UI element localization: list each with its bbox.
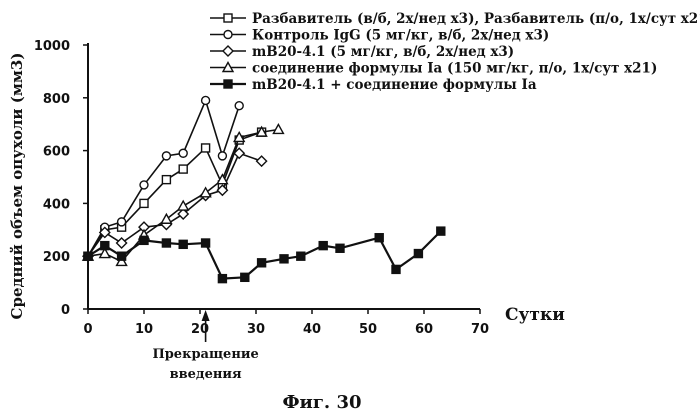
data-point (437, 227, 445, 235)
data-point (280, 255, 288, 263)
y-tick-label: 800 (43, 92, 70, 107)
x-tick-label: 0 (83, 322, 92, 337)
data-point (140, 181, 148, 189)
x-ticks: 010203040506070 (83, 309, 489, 337)
data-point (118, 218, 126, 226)
legend-item-1: Разбавитель (в/б, 2х/нед х3), Разбавител… (210, 11, 700, 27)
data-point (179, 240, 187, 248)
y-tick-label: 0 (61, 303, 70, 318)
data-point (218, 152, 226, 160)
y-tick-label: 200 (43, 250, 70, 265)
legend-item-4: соединение формулы Ia (150 мг/кг, п/о, 1… (210, 61, 657, 77)
data-point (392, 265, 400, 273)
legend-label: mB20-4.1 + соединение формулы Ia (252, 77, 537, 93)
annotation: Прекращение введения (152, 310, 258, 382)
x-tick-label: 30 (247, 322, 265, 337)
data-point (202, 144, 210, 152)
data-point (140, 199, 148, 207)
series-5 (84, 227, 445, 283)
data-point (258, 259, 266, 267)
legend: Разбавитель (в/б, 2х/нед х3), Разбавител… (210, 11, 700, 93)
legend-swatch-marker (224, 14, 232, 22)
data-point (218, 275, 226, 283)
series-1 (84, 128, 266, 260)
data-point (117, 238, 127, 248)
data-point (235, 102, 243, 110)
annotation-line-2: введения (170, 367, 242, 382)
annotation-line-1: Прекращение (152, 347, 258, 362)
data-point (202, 96, 210, 104)
y-axis-label: Средний объем опухоли (мм3) (8, 53, 26, 320)
legend-label: mB20-4.1 (5 мг/кг, в/б, 2х/нед х3) (252, 44, 514, 60)
legend-swatch-marker (224, 31, 232, 39)
data-point (101, 242, 109, 250)
x-tick-label: 70 (471, 322, 489, 337)
data-point (319, 242, 327, 250)
legend-swatch-marker (223, 46, 233, 56)
figure-caption: Фиг. 30 (282, 392, 361, 413)
legend-label: соединение формулы Ia (150 мг/кг, п/о, 1… (252, 61, 657, 77)
legend-item-5: mB20-4.1 + соединение формулы Ia (210, 77, 537, 93)
series-line (88, 153, 262, 256)
y-tick-label: 600 (43, 145, 70, 160)
data-point (273, 124, 283, 133)
legend-label: Разбавитель (в/б, 2х/нед х3), Разбавител… (252, 11, 700, 27)
data-point (178, 201, 188, 210)
data-point (179, 165, 187, 173)
data-point (414, 250, 422, 258)
legend-label: Контроль IgG (5 мг/кг, в/б, 2х/нед х3) (252, 28, 549, 44)
data-point (241, 273, 249, 281)
data-point (162, 239, 170, 247)
data-point (140, 236, 148, 244)
legend-item-3: mB20-4.1 (5 мг/кг, в/б, 2х/нед х3) (210, 44, 514, 60)
y-ticks: 0 200 400 600 800 1000 (34, 39, 88, 318)
data-point (162, 176, 170, 184)
data-point (84, 252, 92, 260)
data-point (162, 152, 170, 160)
data-point (202, 239, 210, 247)
x-axis-label: Сутки (505, 305, 565, 325)
annotation-arrowhead (202, 310, 210, 321)
data-point (179, 149, 187, 157)
data-point (297, 252, 305, 260)
y-tick-label: 1000 (34, 39, 70, 54)
x-tick-label: 10 (135, 322, 153, 337)
series-layer (83, 96, 445, 282)
data-point (336, 244, 344, 252)
x-tick-label: 60 (415, 322, 433, 337)
legend-item-2: Контроль IgG (5 мг/кг, в/б, 2х/нед х3) (210, 28, 549, 44)
data-point (118, 252, 126, 260)
data-point (257, 156, 267, 166)
x-tick-label: 40 (303, 322, 321, 337)
legend-swatch-marker (224, 80, 232, 88)
x-tick-label: 50 (359, 322, 377, 337)
data-point (375, 234, 383, 242)
y-tick-label: 400 (43, 197, 70, 212)
